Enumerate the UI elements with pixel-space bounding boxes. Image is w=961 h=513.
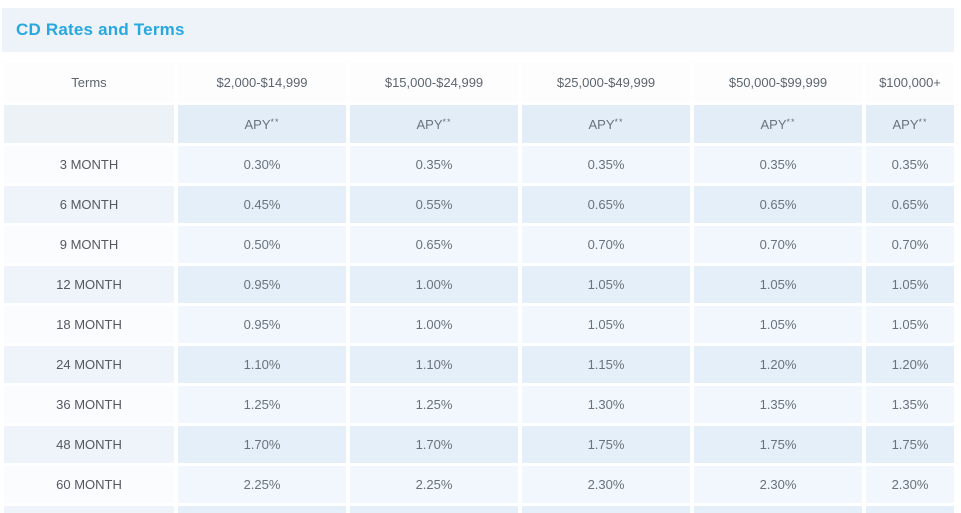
apy-column-header: APY** <box>350 105 518 143</box>
term-cell: 6 MONTH <box>4 186 174 223</box>
apy-value-cell: 1.25% <box>178 386 346 423</box>
apy-value-cell: 1.15% <box>522 346 690 383</box>
apy-value-cell: 1.20% <box>866 346 954 383</box>
apy-value-cell: 0.30% <box>178 146 346 183</box>
term-cell: 48 MONTH <box>4 426 174 463</box>
apy-value-cell: 0.35% <box>694 146 862 183</box>
apy-value-cell: 0.95% <box>178 306 346 343</box>
partial-clipped-row <box>4 506 954 513</box>
table-row: 60 MONTH 2.25% 2.25% 2.30% 2.30% 2.30% <box>4 466 954 503</box>
table-row: 3 MONTH 0.30% 0.35% 0.35% 0.35% 0.35% <box>4 146 954 183</box>
apy-value-cell <box>522 506 690 513</box>
term-cell <box>4 506 174 513</box>
apy-header-empty-cell <box>4 105 174 143</box>
title-bar: CD Rates and Terms <box>2 8 954 52</box>
apy-value-cell <box>694 506 862 513</box>
apy-value-cell: 0.95% <box>178 266 346 303</box>
apy-value-cell <box>178 506 346 513</box>
apy-label: APY <box>588 116 615 132</box>
apy-value-cell: 1.25% <box>350 386 518 423</box>
apy-value-cell: 0.70% <box>522 226 690 263</box>
apy-value-cell: 1.70% <box>178 426 346 463</box>
apy-value-cell: 1.05% <box>694 306 862 343</box>
apy-value-cell: 1.20% <box>694 346 862 383</box>
apy-value-cell: 1.75% <box>694 426 862 463</box>
apy-label: APY <box>416 116 443 132</box>
apy-label: APY <box>892 116 919 132</box>
apy-value-cell: 1.00% <box>350 266 518 303</box>
term-cell: 12 MONTH <box>4 266 174 303</box>
table-row: 48 MONTH 1.70% 1.70% 1.75% 1.75% 1.75% <box>4 426 954 463</box>
tier-header: $25,000-$49,999 <box>522 62 690 102</box>
apy-value-cell: 0.55% <box>350 186 518 223</box>
apy-value-cell: 0.45% <box>178 186 346 223</box>
apy-value-cell: 1.10% <box>178 346 346 383</box>
apy-value-cell: 0.65% <box>522 186 690 223</box>
apy-value-cell: 1.35% <box>694 386 862 423</box>
apy-value-cell: 1.05% <box>694 266 862 303</box>
table-row: 18 MONTH 0.95% 1.00% 1.05% 1.05% 1.05% <box>4 306 954 343</box>
apy-value-cell: 0.70% <box>694 226 862 263</box>
tier-header-row: Terms $2,000-$14,999 $15,000-$24,999 $25… <box>4 62 954 102</box>
apy-value-cell: 2.30% <box>866 466 954 503</box>
apy-value-cell <box>866 506 954 513</box>
apy-value-cell: 0.50% <box>178 226 346 263</box>
apy-column-header: APY** <box>522 105 690 143</box>
term-cell: 24 MONTH <box>4 346 174 383</box>
apy-value-cell: 2.30% <box>694 466 862 503</box>
apy-value-cell: 1.10% <box>350 346 518 383</box>
apy-footnote-marker: ** <box>918 116 928 127</box>
apy-header-row: APY** APY** APY** APY** APY** <box>4 105 954 143</box>
apy-value-cell <box>350 506 518 513</box>
term-cell: 36 MONTH <box>4 386 174 423</box>
terms-column-header: Terms <box>4 62 174 102</box>
apy-value-cell: 2.25% <box>178 466 346 503</box>
apy-value-cell: 2.30% <box>522 466 690 503</box>
apy-value-cell: 1.35% <box>866 386 954 423</box>
apy-value-cell: 1.05% <box>522 306 690 343</box>
apy-label: APY <box>244 116 271 132</box>
term-cell: 9 MONTH <box>4 226 174 263</box>
apy-value-cell: 0.35% <box>866 146 954 183</box>
apy-footnote-marker: ** <box>442 116 452 127</box>
apy-value-cell: 1.05% <box>866 266 954 303</box>
term-cell: 60 MONTH <box>4 466 174 503</box>
page-title: CD Rates and Terms <box>16 20 185 39</box>
apy-value-cell: 0.65% <box>694 186 862 223</box>
tier-header: $2,000-$14,999 <box>178 62 346 102</box>
apy-footnote-marker: ** <box>786 116 796 127</box>
table-row: 36 MONTH 1.25% 1.25% 1.30% 1.35% 1.35% <box>4 386 954 423</box>
apy-value-cell: 1.75% <box>522 426 690 463</box>
apy-column-header: APY** <box>694 105 862 143</box>
apy-column-header: APY** <box>866 105 954 143</box>
apy-footnote-marker: ** <box>270 116 280 127</box>
apy-footnote-marker: ** <box>614 116 624 127</box>
apy-value-cell: 0.35% <box>522 146 690 183</box>
apy-value-cell: 1.70% <box>350 426 518 463</box>
cd-rates-table: Terms $2,000-$14,999 $15,000-$24,999 $25… <box>0 59 958 513</box>
tier-header: $100,000+ <box>866 62 954 102</box>
apy-value-cell: 1.30% <box>522 386 690 423</box>
apy-value-cell: 0.35% <box>350 146 518 183</box>
apy-value-cell: 0.65% <box>866 186 954 223</box>
apy-value-cell: 1.75% <box>866 426 954 463</box>
tier-header: $15,000-$24,999 <box>350 62 518 102</box>
apy-value-cell: 1.05% <box>522 266 690 303</box>
tier-header: $50,000-$99,999 <box>694 62 862 102</box>
apy-value-cell: 1.05% <box>866 306 954 343</box>
apy-value-cell: 2.25% <box>350 466 518 503</box>
apy-value-cell: 0.65% <box>350 226 518 263</box>
table-row: 12 MONTH 0.95% 1.00% 1.05% 1.05% 1.05% <box>4 266 954 303</box>
rates-body: 3 MONTH 0.30% 0.35% 0.35% 0.35% 0.35% 6 MONTH 0… <box>4 146 954 513</box>
term-cell: 18 MONTH <box>4 306 174 343</box>
apy-value-cell: 1.00% <box>350 306 518 343</box>
apy-value-cell: 0.70% <box>866 226 954 263</box>
table-row: 6 MONTH 0.45% 0.55% 0.65% 0.65% 0.65% <box>4 186 954 223</box>
apy-column-header: APY** <box>178 105 346 143</box>
term-cell: 3 MONTH <box>4 146 174 183</box>
table-row: 9 MONTH 0.50% 0.65% 0.70% 0.70% 0.70% <box>4 226 954 263</box>
table-row: 24 MONTH 1.10% 1.10% 1.15% 1.20% 1.20% <box>4 346 954 383</box>
apy-label: APY <box>760 116 787 132</box>
